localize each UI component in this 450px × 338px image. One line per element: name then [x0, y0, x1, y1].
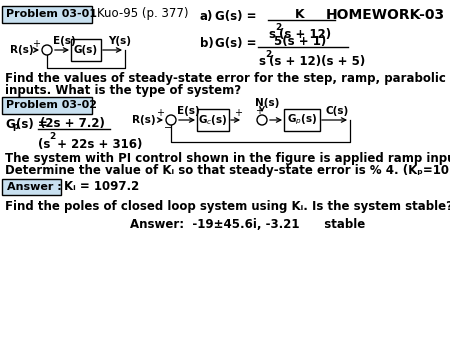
Text: inputs. What is the type of system?: inputs. What is the type of system?	[5, 84, 241, 97]
FancyBboxPatch shape	[197, 109, 229, 131]
FancyBboxPatch shape	[71, 39, 101, 61]
Text: G(s): G(s)	[74, 45, 98, 55]
Text: +: +	[234, 108, 242, 118]
Text: a): a)	[200, 10, 213, 23]
Text: b): b)	[200, 37, 214, 50]
Text: G(s) =: G(s) =	[215, 37, 256, 50]
Text: s: s	[258, 55, 265, 68]
Text: Answer:  -19±45.6i, -3.21      stable: Answer: -19±45.6i, -3.21 stable	[130, 218, 365, 231]
Text: 2: 2	[275, 23, 281, 32]
Text: 2: 2	[265, 50, 271, 59]
Text: (2s + 7.2): (2s + 7.2)	[40, 117, 105, 130]
Text: +: +	[32, 39, 40, 49]
Text: (s + 12): (s + 12)	[279, 28, 331, 41]
Text: s: s	[268, 28, 275, 41]
Text: Answer :: Answer :	[7, 182, 62, 192]
Text: Find the poles of closed loop system using Kᵢ. Is the system stable?: Find the poles of closed loop system usi…	[5, 200, 450, 213]
Text: Find the values of steady-state error for the step, ramp, parabolic: Find the values of steady-state error fo…	[5, 72, 446, 85]
Text: K: K	[295, 8, 305, 21]
Text: p: p	[12, 122, 18, 131]
Text: −: −	[164, 123, 172, 133]
Text: +: +	[156, 108, 164, 118]
Text: Kᵢ = 1097.2: Kᵢ = 1097.2	[64, 180, 139, 193]
Text: G: G	[5, 118, 15, 131]
Text: E(s): E(s)	[177, 106, 200, 116]
Text: G$_c$(s): G$_c$(s)	[198, 113, 228, 127]
Text: R(s): R(s)	[10, 45, 34, 55]
Text: C(s): C(s)	[325, 106, 348, 116]
Text: The system with PI control shown in the figure is applied ramp input.: The system with PI control shown in the …	[5, 152, 450, 165]
Text: G$_p$(s): G$_p$(s)	[287, 113, 317, 127]
FancyBboxPatch shape	[284, 109, 320, 131]
Text: Problem 03-01: Problem 03-01	[6, 9, 97, 19]
Text: N(s): N(s)	[255, 98, 279, 108]
FancyBboxPatch shape	[2, 6, 92, 23]
Text: E(s): E(s)	[53, 36, 76, 46]
Text: 2: 2	[49, 132, 55, 141]
Text: 5(s + 1): 5(s + 1)	[274, 35, 326, 48]
Text: (s + 12)(s + 5): (s + 12)(s + 5)	[269, 55, 365, 68]
FancyBboxPatch shape	[2, 97, 92, 114]
Text: Problem 03-02: Problem 03-02	[6, 100, 97, 110]
Text: Kuo-95 (p. 377): Kuo-95 (p. 377)	[97, 7, 189, 21]
FancyBboxPatch shape	[2, 179, 61, 195]
Text: + 22s + 316): + 22s + 316)	[53, 138, 142, 151]
Text: Y(s): Y(s)	[108, 36, 131, 46]
Text: (s: (s	[38, 138, 50, 151]
Text: G(s) =: G(s) =	[215, 10, 256, 23]
Text: R(s): R(s)	[132, 115, 156, 125]
Text: Determine the value of Kᵢ so that steady-state error is % 4. (Kₚ=10).: Determine the value of Kᵢ so that steady…	[5, 164, 450, 177]
Text: HOMEWORK-03: HOMEWORK-03	[326, 8, 445, 22]
Text: +: +	[255, 106, 263, 116]
Text: (s) =: (s) =	[16, 118, 48, 131]
